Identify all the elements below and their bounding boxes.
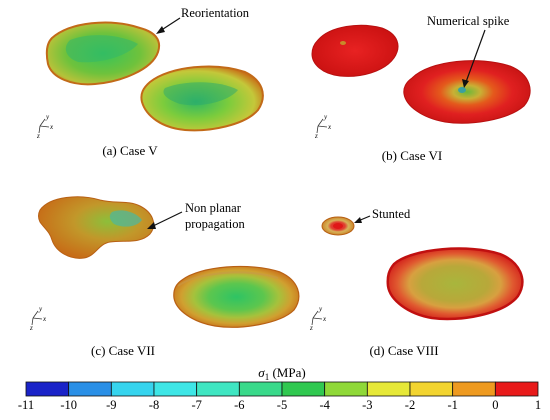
colorbar-cell-8 <box>366 381 411 397</box>
fracture-surface-c-upper <box>38 196 155 259</box>
colorbar-cell-2 <box>110 381 155 397</box>
axis-triad-d: y x z <box>309 305 327 332</box>
fracture-surface-c-lower-rim <box>177 271 279 287</box>
colorbar-tick-label: -2 <box>405 398 415 412</box>
fracture-surface-b-right <box>403 60 531 124</box>
svg-text:z: z <box>29 324 33 332</box>
colorbar-cell-7 <box>324 381 368 397</box>
annotation-arrow-b <box>465 29 486 83</box>
colorbar-tick-label: -4 <box>319 398 330 412</box>
annotation-b: Numerical spike <box>427 14 510 28</box>
fracture-surface-a-lower-mottle <box>163 82 238 106</box>
colorbar-tick-label: 1 <box>535 398 541 412</box>
svg-text:y: y <box>45 113 50 121</box>
numerical-spike-marker <box>458 87 466 93</box>
caption-a: (a) Case V <box>102 143 158 158</box>
colorbar-label: σ1 (MPa) <box>258 365 305 382</box>
colorbar-cells <box>25 381 539 397</box>
colorbar: σ1 (MPa) -11 -10 -9 -8 -7 -6 -5 -4 -3 -2 -1 0 1 <box>18 365 541 412</box>
annotation-arrowhead-a <box>156 26 165 34</box>
svg-text:y: y <box>318 305 323 313</box>
caption-c: (c) Case VII <box>91 343 155 358</box>
fracture-surface-b-left-spot <box>340 41 346 45</box>
colorbar-tick-label: -5 <box>277 398 287 412</box>
panel-c: Non planar propagation y x z (c) Case VI… <box>29 196 300 358</box>
annotation-arrow-c <box>150 211 183 228</box>
colorbar-cell-11 <box>494 381 539 397</box>
annotation-a: Reorientation <box>181 6 250 20</box>
axis-triad-c: y x z <box>29 305 47 332</box>
colorbar-tick-label: -3 <box>362 398 372 412</box>
annotation-d: Stunted <box>372 207 411 221</box>
colorbar-cell-9 <box>409 381 454 397</box>
svg-text:y: y <box>38 305 43 313</box>
caption-d: (d) Case VIII <box>369 343 438 358</box>
annotation-arrowhead-d <box>354 217 362 223</box>
fracture-surface-c-lower <box>173 265 300 328</box>
colorbar-cell-10 <box>452 381 496 397</box>
annotation-c-line2: propagation <box>185 217 245 231</box>
svg-text:x: x <box>49 123 54 131</box>
svg-text:x: x <box>42 315 47 323</box>
caption-b: (b) Case VI <box>382 148 442 163</box>
colorbar-cell-3 <box>153 381 198 397</box>
annotation-c-line1: Non planar <box>185 201 242 215</box>
colorbar-tick-label: 0 <box>492 398 498 412</box>
panel-d: Stunted y x z (d) Case VIII <box>309 207 524 358</box>
annotation-arrowhead-c <box>147 222 156 229</box>
annotation-arrowhead-b <box>462 79 469 88</box>
axis-triad-a: y x z <box>36 113 54 140</box>
fracture-surface-d-large <box>386 247 524 321</box>
colorbar-tick-label: -7 <box>191 398 201 412</box>
colorbar-tick-label: -1 <box>447 398 457 412</box>
fracture-surface-c-upper-green <box>109 210 142 227</box>
colorbar-tick-label: -9 <box>106 398 116 412</box>
svg-text:z: z <box>309 324 313 332</box>
colorbar-ticks: -11 -10 -9 -8 -7 -6 -5 -4 -3 -2 -1 0 1 <box>18 398 541 412</box>
colorbar-tick-label: -8 <box>149 398 159 412</box>
svg-text:z: z <box>314 132 318 140</box>
fracture-surface-a-upper-mottle <box>65 35 138 63</box>
fracture-surface-b-left <box>311 24 399 77</box>
fracture-surface-d-small-core <box>333 223 343 229</box>
colorbar-cell-6 <box>281 381 326 397</box>
svg-text:z: z <box>36 132 40 140</box>
axis-triad-b: y x z <box>314 113 332 140</box>
colorbar-cell-4 <box>196 381 240 397</box>
panel-b: Numerical spike y x z (b) Case VI <box>311 14 531 163</box>
svg-text:y: y <box>323 113 328 121</box>
colorbar-tick-label: -11 <box>18 398 34 412</box>
svg-text:x: x <box>322 315 327 323</box>
colorbar-cell-1 <box>68 381 112 397</box>
svg-text:x: x <box>327 123 332 131</box>
panel-a: Reorientation y x z (a) Case V <box>36 6 264 158</box>
colorbar-tick-label: -10 <box>60 398 77 412</box>
colorbar-cell-0 <box>25 381 70 397</box>
colorbar-tick-label: -6 <box>234 398 244 412</box>
colorbar-cell-5 <box>238 381 283 397</box>
